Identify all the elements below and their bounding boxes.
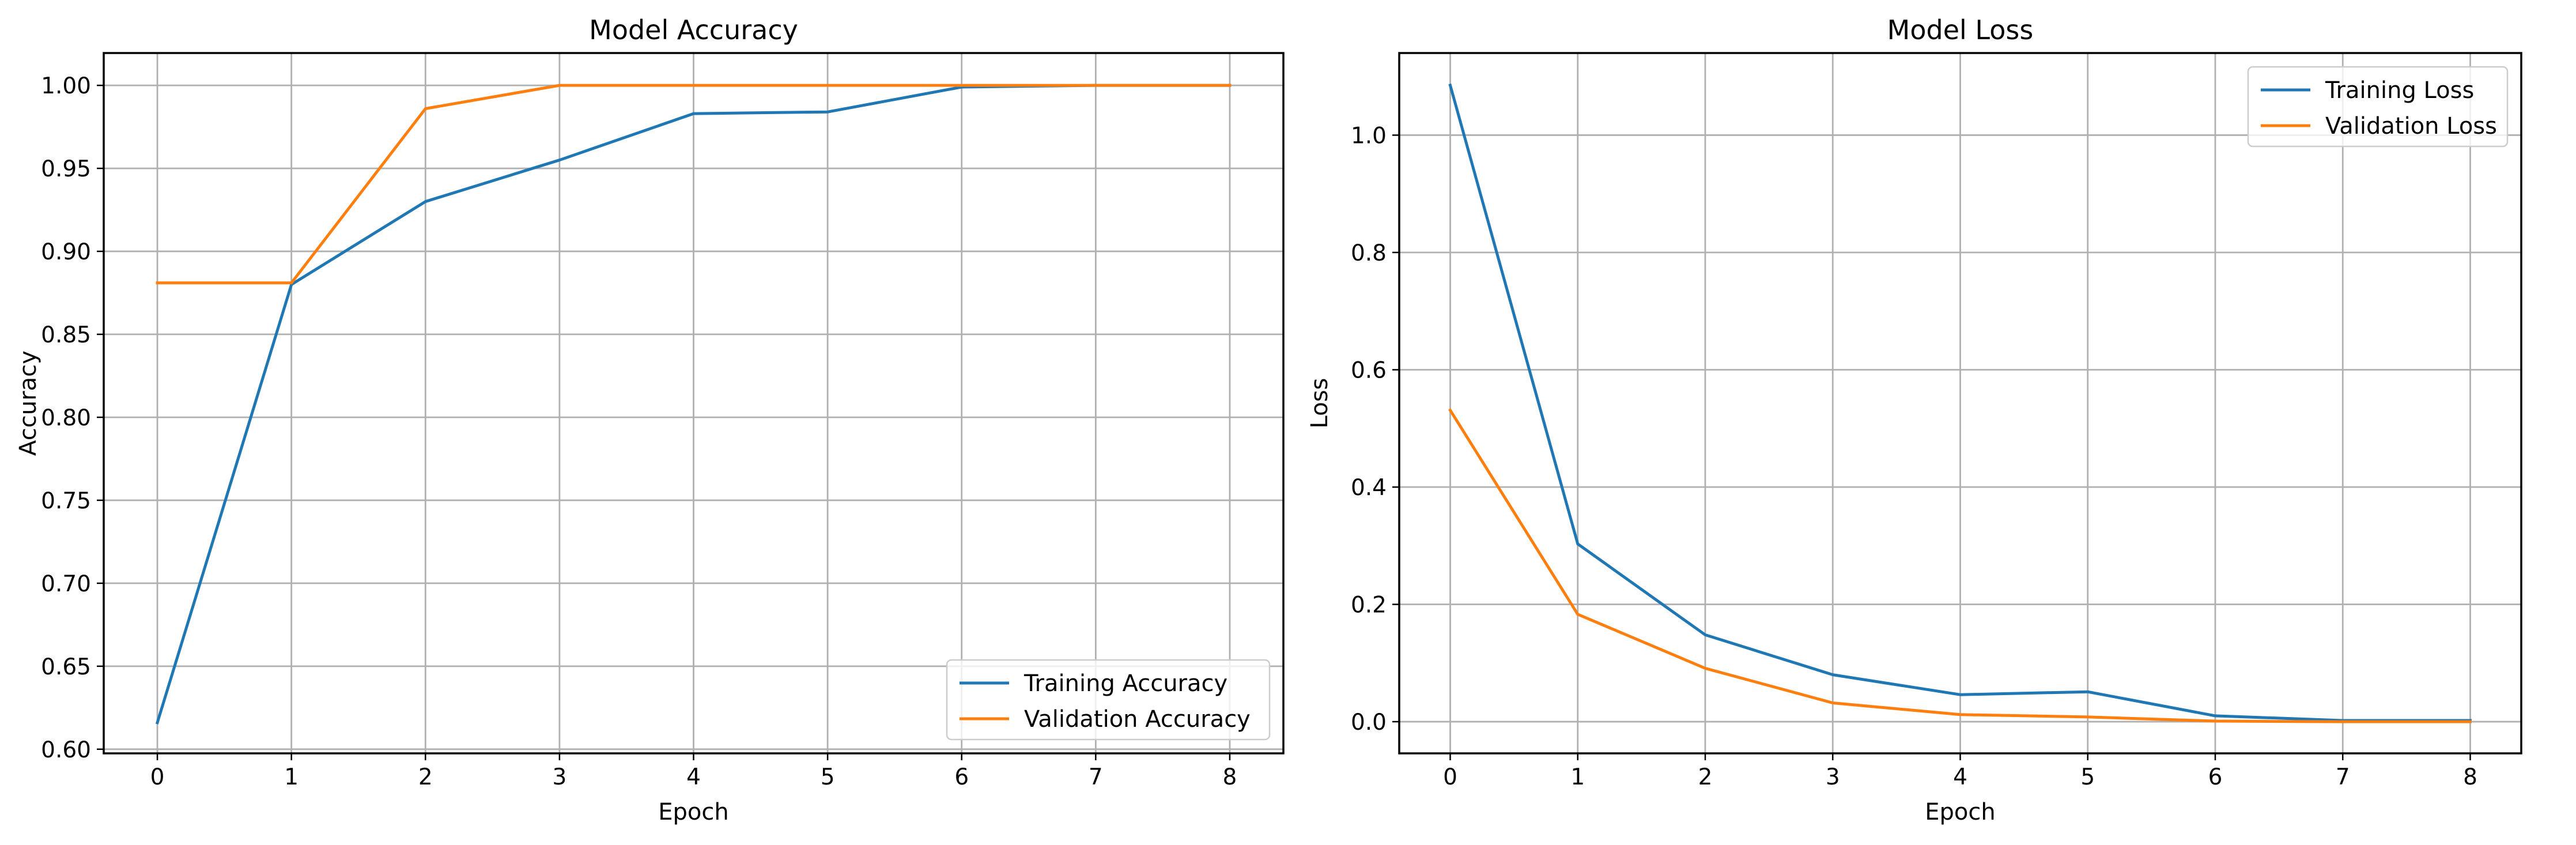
y-tick-label: 0.80 (41, 405, 91, 431)
y-tick-label: 0.2 (1351, 593, 1387, 618)
x-tick-label: 5 (821, 764, 835, 790)
x-tick-label: 0 (150, 764, 165, 790)
accuracy-chart: 0 1 2 3 4 5 6 7 8 0.60 0.65 0.70 0.75 0.80 0.85 0.90 0.9… (15, 14, 1285, 825)
x-tick-label: 3 (552, 764, 566, 790)
legend-entry-label: Training Loss (2325, 77, 2474, 104)
legend-entry-label: Validation Loss (2325, 113, 2497, 139)
loss-series-line-1 (1448, 408, 2472, 723)
x-tick-label: 1 (284, 764, 299, 790)
y-tick-label: 0.60 (41, 737, 91, 763)
loss-chart-title: Model Loss (1887, 14, 2034, 46)
loss-y-axis-label: Loss (1306, 378, 1333, 429)
loss-chart: 0 1 2 3 4 5 6 7 8 0.0 0.2 0.4 0.6 0.8 1.0 Model Loss Epo… (1306, 14, 2522, 825)
x-tick-label: 0 (1443, 764, 1457, 790)
loss-series-line-0 (1448, 83, 2472, 722)
x-tick-label: 6 (954, 764, 969, 790)
x-tick-label: 3 (1826, 764, 1840, 790)
x-tick-label: 1 (1570, 764, 1585, 790)
y-tick-label: 0.8 (1351, 240, 1387, 266)
y-tick-label: 0.65 (41, 654, 91, 680)
x-tick-label: 7 (2336, 764, 2350, 790)
loss-legend: Training Loss Validation Loss (2247, 66, 2509, 148)
legend-box (2247, 66, 2509, 148)
x-tick-label: 4 (686, 764, 701, 790)
y-tick-label: 0.6 (1351, 357, 1387, 383)
y-tick-label: 0.75 (41, 488, 91, 514)
x-tick-label: 8 (1223, 764, 1237, 790)
y-tick-label: 0.0 (1351, 710, 1387, 735)
x-tick-label: 4 (1953, 764, 1967, 790)
accuracy-series-line-1 (156, 84, 1232, 285)
legend-box (946, 659, 1271, 741)
x-tick-label: 7 (1089, 764, 1103, 790)
y-tick-label: 0.95 (41, 156, 91, 182)
y-tick-label: 1.0 (1351, 123, 1387, 149)
loss-x-axis-label: Epoch (1925, 799, 1995, 825)
y-tick-label: 0.90 (41, 239, 91, 265)
x-tick-label: 6 (2208, 764, 2223, 790)
y-tick-label: 0.70 (41, 571, 91, 597)
x-tick-label: 2 (1698, 764, 1713, 790)
accuracy-chart-title: Model Accuracy (589, 14, 798, 46)
accuracy-y-axis-label: Accuracy (15, 350, 41, 456)
y-tick-label: 0.4 (1351, 475, 1387, 501)
x-tick-label: 5 (2080, 764, 2095, 790)
accuracy-grid (104, 53, 1283, 753)
y-tick-label: 0.85 (41, 322, 91, 348)
x-tick-label: 8 (2463, 764, 2477, 790)
legend-entry-label: Training Accuracy (1023, 670, 1227, 697)
y-tick-label: 1.00 (41, 73, 91, 99)
accuracy-legend: Training Accuracy Validation Accuracy (946, 659, 1271, 741)
accuracy-x-axis-label: Epoch (658, 799, 728, 825)
x-tick-label: 2 (418, 764, 433, 790)
legend-entry-label: Validation Accuracy (1024, 706, 1251, 733)
